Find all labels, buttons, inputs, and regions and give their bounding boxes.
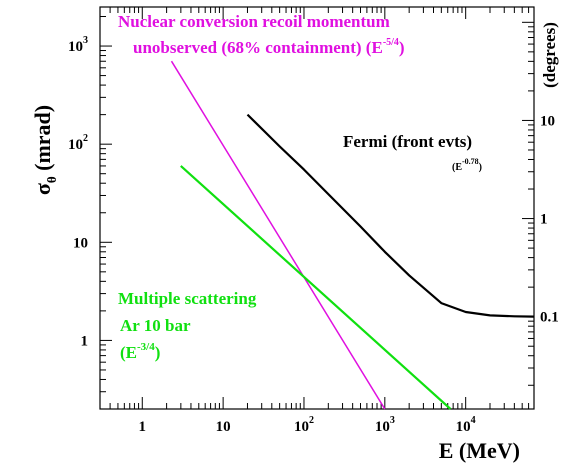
nuclear-label-line2: unobserved (68% containment) (E-5/4) [133,37,405,57]
svg-text:(degrees): (degrees) [540,22,559,88]
right-tick-label: 1 [540,212,548,228]
multiple-scattering-line [180,165,452,410]
x-tick-label: 1 [139,419,147,435]
plot-frame [99,6,535,410]
y-tick-label: 103 [68,35,88,55]
ms-label-line1: Multiple scattering [118,289,257,308]
right-tick-label: 10 [540,113,555,129]
x-tick-label: 104 [456,415,476,435]
y-axis-subscript: θ [44,176,59,183]
x-axis-title: E (MeV) [439,438,520,463]
right-tick-label: 0.1 [540,310,559,326]
fermi-label: Fermi (front evts) [343,132,472,151]
ms-label-line2: Ar 10 bar [120,316,191,335]
tick-labels: 1 10 102 103 104 1 10 102 103 0.1 1 10 [68,35,559,435]
nuclear-label-line1: Nuclear conversion recoil momentum [118,12,390,31]
plot-border [99,6,535,410]
y-axis-unit: (mrad) [30,105,55,171]
right-axis-title: (degrees) [540,22,559,88]
ms-label-line3: (E-3/4) [120,341,160,362]
fermi-line [246,113,535,318]
nuclear-recoil-line [170,60,386,410]
data-series [170,60,535,410]
fermi-exponent: (E-0.78) [452,157,482,173]
svg-text:σθ (mrad): σθ (mrad) [30,105,59,195]
y-axis-title: σθ (mrad) [30,105,59,195]
x-tick-label: 102 [294,415,314,435]
y-tick-label: 10 [73,235,88,251]
y-tick-label: 102 [68,133,88,153]
axis-ticks [99,7,535,410]
x-tick-label: 10 [216,419,231,435]
y-axis-symbol: σ [30,183,55,195]
y-tick-label: 1 [81,333,89,349]
x-tick-label: 103 [375,415,395,435]
